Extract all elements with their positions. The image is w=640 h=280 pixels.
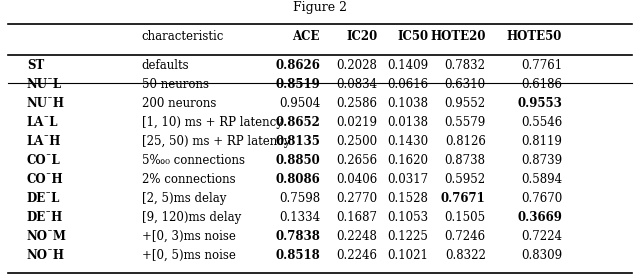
Text: 0.0406: 0.0406	[336, 173, 378, 186]
Text: IC20: IC20	[346, 31, 378, 43]
Text: 0.7670: 0.7670	[521, 192, 562, 205]
Text: 0.8626: 0.8626	[275, 59, 320, 72]
Text: 0.2500: 0.2500	[336, 135, 378, 148]
Text: 0.7246: 0.7246	[445, 230, 486, 243]
Text: 0.5952: 0.5952	[445, 173, 486, 186]
Text: IC50: IC50	[397, 31, 428, 43]
Text: LA¯H: LA¯H	[27, 135, 61, 148]
Text: 200 neurons: 200 neurons	[141, 97, 216, 110]
Text: 0.0219: 0.0219	[337, 116, 378, 129]
Text: 0.9552: 0.9552	[445, 97, 486, 110]
Text: 0.5579: 0.5579	[444, 116, 486, 129]
Text: 0.9504: 0.9504	[279, 97, 320, 110]
Text: 0.9553: 0.9553	[517, 97, 562, 110]
Text: 0.2586: 0.2586	[337, 97, 378, 110]
Text: ACE: ACE	[292, 31, 320, 43]
Text: 0.8126: 0.8126	[445, 135, 486, 148]
Text: +[0, 3)ms noise: +[0, 3)ms noise	[141, 230, 236, 243]
Text: DE¯L: DE¯L	[27, 192, 60, 205]
Text: 0.7761: 0.7761	[521, 59, 562, 72]
Text: 0.8119: 0.8119	[521, 135, 562, 148]
Text: 0.0616: 0.0616	[387, 78, 428, 91]
Text: Figure 2: Figure 2	[293, 1, 347, 13]
Text: 0.1430: 0.1430	[387, 135, 428, 148]
Text: [25, 50) ms + RP latency: [25, 50) ms + RP latency	[141, 135, 290, 148]
Text: 0.2246: 0.2246	[337, 249, 378, 262]
Text: 0.7838: 0.7838	[275, 230, 320, 243]
Text: 0.7832: 0.7832	[445, 59, 486, 72]
Text: 0.7598: 0.7598	[279, 192, 320, 205]
Text: NU¯H: NU¯H	[27, 97, 65, 110]
Text: defaults: defaults	[141, 59, 189, 72]
Text: 0.1620: 0.1620	[387, 154, 428, 167]
Text: [1, 10) ms + RP latency: [1, 10) ms + RP latency	[141, 116, 282, 129]
Text: HOTE50: HOTE50	[507, 31, 562, 43]
Text: HOTE20: HOTE20	[430, 31, 486, 43]
Text: 0.8322: 0.8322	[445, 249, 486, 262]
Text: 50 neurons: 50 neurons	[141, 78, 209, 91]
Text: 0.8086: 0.8086	[275, 173, 320, 186]
Text: 0.6186: 0.6186	[521, 78, 562, 91]
Text: 0.2028: 0.2028	[337, 59, 378, 72]
Text: characteristic: characteristic	[141, 31, 224, 43]
Text: 0.1053: 0.1053	[387, 211, 428, 224]
Text: 0.1225: 0.1225	[387, 230, 428, 243]
Text: 0.2248: 0.2248	[337, 230, 378, 243]
Text: CO¯L: CO¯L	[27, 154, 61, 167]
Text: 0.8135: 0.8135	[275, 135, 320, 148]
Text: 0.1038: 0.1038	[387, 97, 428, 110]
Text: 0.1528: 0.1528	[387, 192, 428, 205]
Text: 0.8739: 0.8739	[521, 154, 562, 167]
Text: 0.0834: 0.0834	[336, 78, 378, 91]
Text: DE¯H: DE¯H	[27, 211, 63, 224]
Text: 0.8309: 0.8309	[521, 249, 562, 262]
Text: LA¯L: LA¯L	[27, 116, 58, 129]
Text: 0.0317: 0.0317	[387, 173, 428, 186]
Text: 0.8518: 0.8518	[275, 249, 320, 262]
Text: 0.2770: 0.2770	[336, 192, 378, 205]
Text: 0.8519: 0.8519	[275, 78, 320, 91]
Text: [9, 120)ms delay: [9, 120)ms delay	[141, 211, 241, 224]
Text: [2, 5)ms delay: [2, 5)ms delay	[141, 192, 226, 205]
Text: CO¯H: CO¯H	[27, 173, 63, 186]
Text: 0.1409: 0.1409	[387, 59, 428, 72]
Text: 0.1334: 0.1334	[279, 211, 320, 224]
Text: 0.7671: 0.7671	[441, 192, 486, 205]
Text: ST: ST	[27, 59, 44, 72]
Text: 0.6310: 0.6310	[445, 78, 486, 91]
Text: 0.1021: 0.1021	[387, 249, 428, 262]
Text: 0.5894: 0.5894	[521, 173, 562, 186]
Text: NU¯L: NU¯L	[27, 78, 62, 91]
Text: 0.5546: 0.5546	[521, 116, 562, 129]
Text: 0.3669: 0.3669	[517, 211, 562, 224]
Text: 0.2656: 0.2656	[336, 154, 378, 167]
Text: NO¯M: NO¯M	[27, 230, 67, 243]
Text: 0.7224: 0.7224	[521, 230, 562, 243]
Text: +[0, 5)ms noise: +[0, 5)ms noise	[141, 249, 236, 262]
Text: 0.8652: 0.8652	[275, 116, 320, 129]
Text: 0.8850: 0.8850	[275, 154, 320, 167]
Text: 0.8738: 0.8738	[445, 154, 486, 167]
Text: 0.0138: 0.0138	[387, 116, 428, 129]
Text: 2% connections: 2% connections	[141, 173, 236, 186]
Text: 0.1687: 0.1687	[337, 211, 378, 224]
Text: NO¯H: NO¯H	[27, 249, 65, 262]
Text: 0.1505: 0.1505	[445, 211, 486, 224]
Text: 5‰₀ connections: 5‰₀ connections	[141, 154, 244, 167]
